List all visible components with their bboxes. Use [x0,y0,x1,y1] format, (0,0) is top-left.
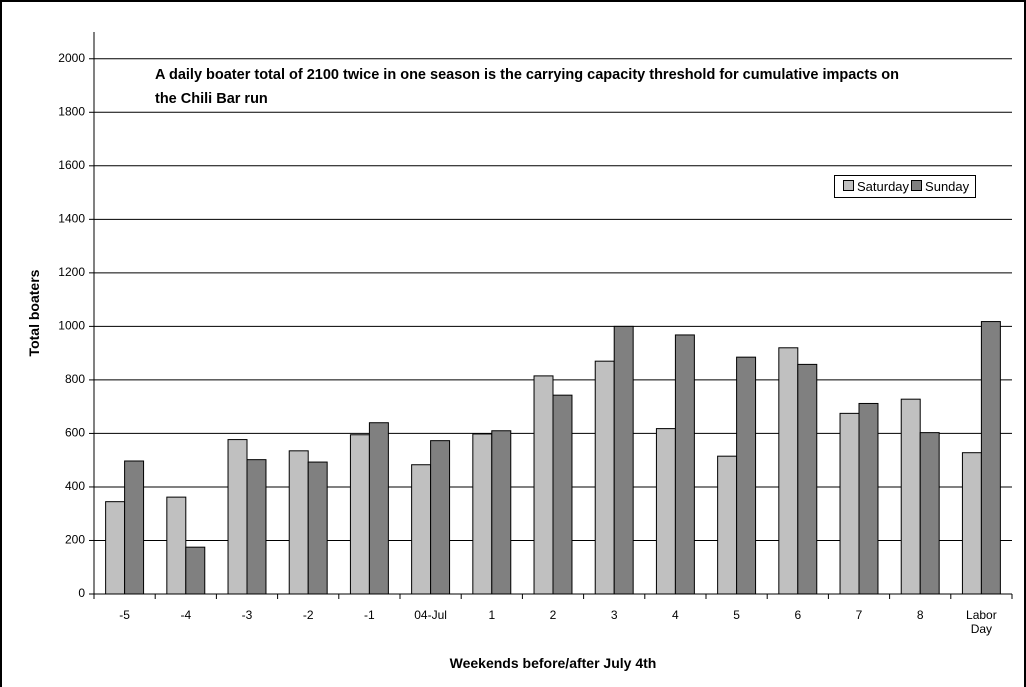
y-tick-label: 1800 [58,104,85,118]
bar [430,440,451,595]
x-tick-label: 1 [488,608,496,622]
y-tick-label: 1000 [58,319,85,333]
y-tick-label: 1600 [58,158,85,172]
x-tick-label: 8 [916,608,924,622]
x-tick-label: -3 [241,608,253,622]
y-tick-label: 200 [65,533,85,547]
x-tick-label: 3 [610,608,618,622]
bar [736,356,757,595]
bar [778,347,799,595]
legend-label: Sunday [925,179,970,194]
bar [674,334,695,595]
bar [980,321,1001,595]
y-axis-title: Total boaters [26,269,42,357]
legend-label: Saturday [857,179,910,194]
bar [227,439,248,595]
bar [594,360,615,595]
bar [961,452,982,595]
y-tick-label: 1400 [58,212,85,226]
bar [655,428,676,595]
bar [552,394,573,595]
bar [900,398,921,595]
bar [246,459,267,595]
legend-swatch [843,180,854,191]
x-tick-label: Labor Day [966,608,997,636]
bar [491,430,512,595]
bar [105,501,126,595]
bar [797,363,818,595]
x-tick-label: -2 [302,608,314,622]
x-tick-label: 2 [549,608,557,622]
bar [839,412,860,595]
x-tick-label: 4 [672,608,679,622]
x-tick-label: 04-Jul [414,608,447,622]
legend-swatch [911,180,923,191]
x-axis-title: Weekends before/after July 4th [449,655,657,671]
bar [307,461,328,595]
y-tick-label: 2000 [58,51,85,65]
x-tick-label: -5 [119,608,130,622]
bar [166,496,187,595]
x-tick-label: -4 [180,608,192,622]
x-tick-label: 5 [733,608,740,622]
x-tick-label: 6 [794,608,802,622]
bar [472,433,493,595]
bar [717,455,738,595]
bar [919,432,940,595]
bar [368,422,389,595]
bar [288,450,309,595]
y-tick-label: 800 [65,372,85,386]
bar [411,464,432,595]
y-tick-label: 1200 [58,265,85,279]
annotation: A daily boater total of 2100 twice in on… [155,67,900,107]
bar [533,375,554,595]
legend: Saturday Sunday [834,175,977,198]
y-tick-label: 400 [65,479,85,493]
bar [349,434,370,595]
bar [613,325,634,595]
y-tick-label: 600 [65,426,85,440]
bar [185,546,206,595]
bar [124,460,145,595]
y-tick-label: 0 [78,586,85,600]
x-tick-label: -1 [364,608,375,622]
bar [858,402,879,595]
x-tick-label: 7 [855,608,863,622]
